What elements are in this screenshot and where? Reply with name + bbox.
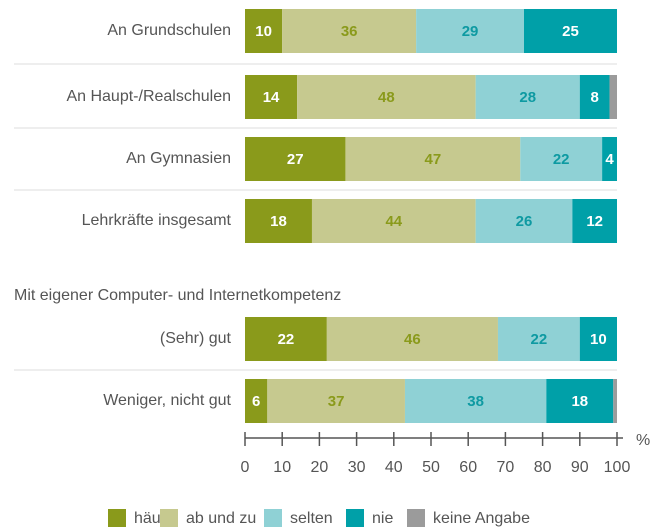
legend-swatch	[346, 509, 364, 527]
bar-segment	[245, 75, 298, 119]
value-label: 14	[263, 89, 280, 106]
value-label: 26	[516, 213, 533, 230]
value-label: 28	[519, 89, 536, 106]
value-label: 22	[531, 331, 548, 348]
x-tick-label: 10	[273, 459, 291, 476]
bar-segment	[546, 379, 614, 423]
bar-segment	[572, 199, 617, 243]
x-tick-label: 40	[385, 459, 403, 476]
value-label: 46	[404, 331, 421, 348]
value-label: 38	[467, 393, 484, 410]
value-label: 18	[270, 213, 287, 230]
value-label: 12	[586, 213, 603, 230]
bar-segment	[326, 317, 498, 361]
x-tick-label: 80	[534, 459, 552, 476]
x-axis-label: %	[636, 432, 650, 449]
value-label: 27	[287, 151, 304, 168]
bar-segment	[579, 75, 610, 119]
category-label: An Haupt-/Realschulen	[66, 88, 231, 105]
bar-segment	[613, 379, 617, 423]
legend-swatch	[264, 509, 282, 527]
value-label: 8	[591, 89, 599, 106]
value-label: 10	[590, 331, 607, 348]
legend-label: ab und zu	[186, 510, 256, 527]
value-label: 44	[385, 213, 402, 230]
bar-segment	[609, 75, 617, 119]
value-label: 36	[341, 23, 358, 40]
bar-segment	[245, 137, 346, 181]
bar-segment	[524, 9, 617, 53]
legend-label: keine Angabe	[433, 510, 530, 527]
value-label: 6	[252, 393, 260, 410]
bar-segment	[602, 137, 617, 181]
bar-segment	[245, 9, 283, 53]
bar-segment	[297, 75, 476, 119]
value-label: 22	[553, 151, 570, 168]
category-label: An Grundschulen	[107, 22, 231, 39]
bar-segment	[579, 317, 617, 361]
x-tick-label: 100	[604, 459, 631, 476]
value-label: 25	[562, 23, 579, 40]
legend-swatch	[160, 509, 178, 527]
value-label: 47	[425, 151, 442, 168]
value-label: 22	[278, 331, 295, 348]
bar-segment	[245, 317, 327, 361]
category-label: Lehrkräfte insgesamt	[82, 212, 232, 229]
x-tick-label: 30	[348, 459, 366, 476]
bar-segment	[282, 9, 417, 53]
category-label: (Sehr) gut	[160, 330, 232, 347]
value-label: 29	[462, 23, 479, 40]
legend-swatch	[108, 509, 126, 527]
x-tick-label: 70	[497, 459, 515, 476]
category-label: An Gymnasien	[126, 150, 231, 167]
value-label: 10	[255, 23, 272, 40]
x-tick-label: 20	[311, 459, 329, 476]
bar-segment	[475, 75, 580, 119]
legend-label: selten	[290, 510, 333, 527]
value-label: 4	[605, 151, 614, 168]
legend-label: nie	[372, 510, 393, 527]
value-label: 48	[378, 89, 395, 106]
bar-segment	[520, 137, 603, 181]
bar-segment	[475, 199, 573, 243]
value-label: 18	[571, 393, 588, 410]
legend-swatch	[407, 509, 425, 527]
x-tick-label: 0	[241, 459, 250, 476]
category-label: Weniger, nicht gut	[103, 392, 231, 409]
bar-segment	[311, 199, 476, 243]
bar-segment	[416, 9, 524, 53]
group-label: Mit eigener Computer- und Internetkompet…	[14, 287, 341, 304]
x-tick-label: 90	[571, 459, 589, 476]
value-label: 37	[328, 393, 345, 410]
bar-segment	[497, 317, 580, 361]
bar-segment	[245, 379, 268, 423]
bar-segment	[404, 379, 547, 423]
x-tick-label: 60	[459, 459, 477, 476]
bar-segment	[245, 199, 312, 243]
bar-segment	[345, 137, 521, 181]
bar-segment	[267, 379, 405, 423]
x-tick-label: 50	[422, 459, 440, 476]
